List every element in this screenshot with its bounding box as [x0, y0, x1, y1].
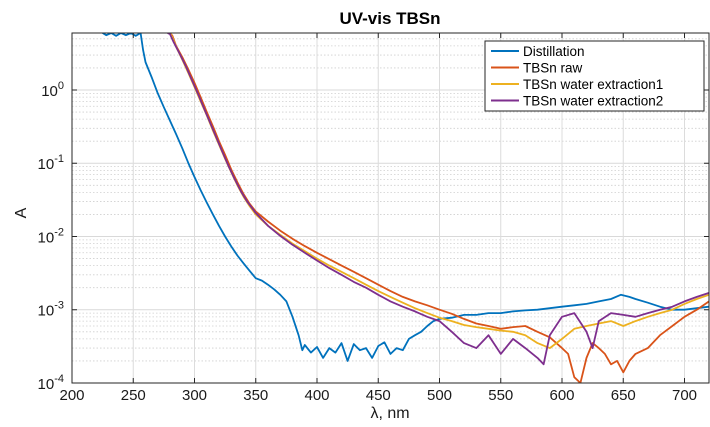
legend-box: [484, 40, 705, 112]
legend-label: Distillation: [523, 44, 585, 59]
x-tick-label: 600: [549, 387, 574, 404]
grid: [71, 33, 709, 384]
x-tick-label: 500: [427, 387, 452, 404]
axis-ticks: 10-4 10-3 10-2 10-1 100 200 250 300 350 400 450 500…: [38, 33, 709, 404]
x-tick-label: 450: [366, 387, 391, 404]
legend-label: TBSn water extraction2: [523, 94, 663, 109]
plot-frame: [71, 32, 710, 384]
series-line-1: [102, 33, 709, 362]
series-line-4: [167, 33, 709, 366]
series-line-2: [169, 33, 709, 383]
x-tick-label: 700: [672, 387, 697, 404]
legend-label: TBSn water extraction1: [523, 77, 663, 92]
x-tick-label: 650: [611, 387, 636, 404]
series-lines: [102, 33, 709, 383]
x-tick-label: 350: [243, 387, 268, 404]
x-tick-label: 250: [121, 387, 146, 404]
y-tick-label: 10-2: [38, 226, 64, 246]
x-tick-label: 400: [304, 387, 329, 404]
x-axis-label: λ, nm: [370, 405, 409, 422]
y-tick-label: 100: [41, 80, 64, 100]
legend-label: TBSn raw: [523, 61, 583, 76]
y-tick-label: 10-4: [38, 373, 64, 393]
x-tick-label: 300: [182, 387, 207, 404]
y-tick-label: 10-3: [38, 300, 64, 320]
x-tick-label: 550: [488, 387, 513, 404]
y-axis-label: A: [13, 207, 30, 218]
x-tick-label: 200: [59, 387, 84, 404]
y-tick-label: 10-1: [38, 153, 64, 173]
chart-title: UV-vis TBSn: [339, 9, 440, 28]
